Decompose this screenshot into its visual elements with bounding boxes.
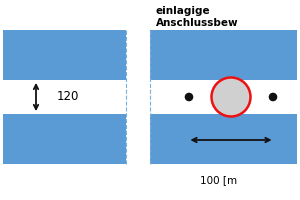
Bar (3, 30, 126, 80)
Ellipse shape (212, 77, 250, 116)
Text: einlagige
Anschlussbew: einlagige Anschlussbew (156, 6, 238, 28)
Text: 100 [m: 100 [m (200, 175, 238, 185)
Bar (150, 30, 297, 80)
Ellipse shape (269, 93, 277, 101)
Ellipse shape (185, 93, 193, 101)
Bar (3, 114, 126, 164)
Text: 120: 120 (57, 90, 80, 104)
Bar (150, 114, 297, 164)
